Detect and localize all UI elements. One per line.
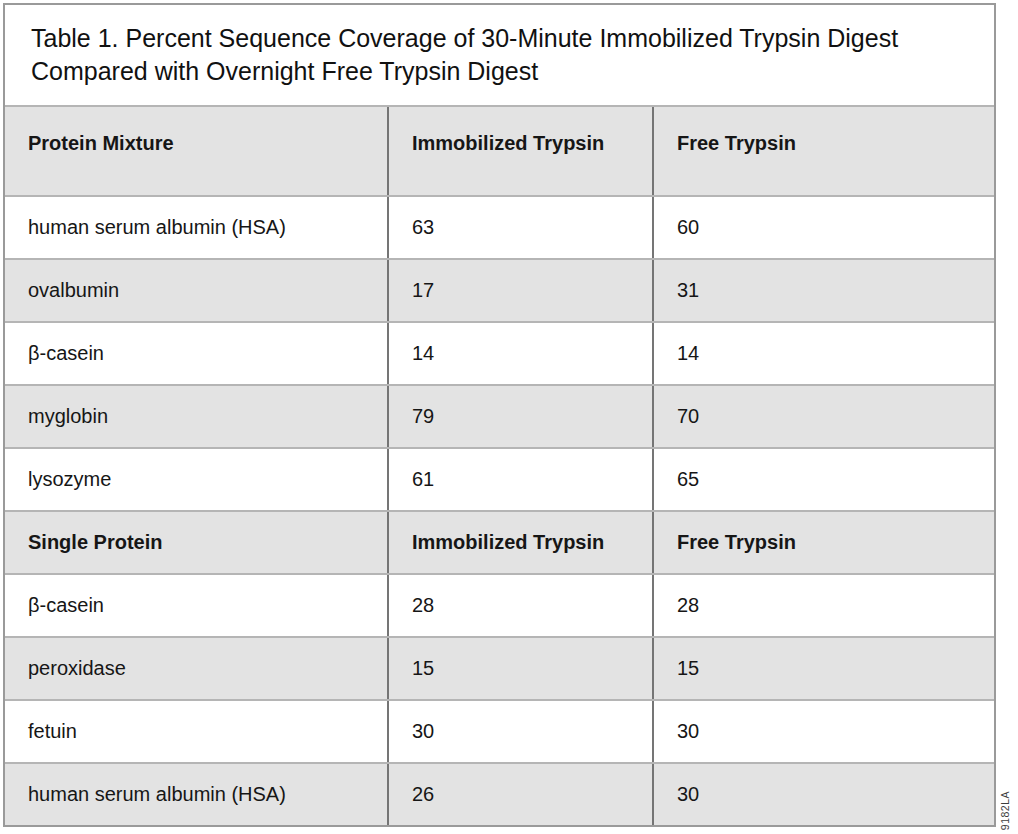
immobilized-value-cell: 63 xyxy=(387,197,652,258)
free-value-cell: 30 xyxy=(652,701,994,762)
protein-cell: β-casein xyxy=(5,575,387,636)
table-row: myglobin 79 70 xyxy=(5,384,994,447)
protein-cell: β-casein xyxy=(5,323,387,384)
free-value-cell: 15 xyxy=(652,638,994,699)
table-title: Table 1. Percent Sequence Coverage of 30… xyxy=(31,22,960,88)
table-row: lysozyme 61 65 xyxy=(5,447,994,510)
table-figure: Table 1. Percent Sequence Coverage of 30… xyxy=(3,3,996,827)
protein-cell: myglobin xyxy=(5,386,387,447)
table-title-box: Table 1. Percent Sequence Coverage of 30… xyxy=(5,5,994,107)
immobilized-value-cell: 28 xyxy=(387,575,652,636)
immobilized-value-cell: 26 xyxy=(387,764,652,825)
column-header-free-trypsin: Free Trypsin xyxy=(652,107,994,195)
protein-cell: lysozyme xyxy=(5,449,387,510)
table-row: fetuin 30 30 xyxy=(5,699,994,762)
protein-cell: peroxidase xyxy=(5,638,387,699)
protein-cell: human serum albumin (HSA) xyxy=(5,764,387,825)
column-header-immobilized-trypsin: Immobilized Trypsin xyxy=(387,107,652,195)
protein-cell: human serum albumin (HSA) xyxy=(5,197,387,258)
column-header-immobilized-trypsin: Immobilized Trypsin xyxy=(387,512,652,573)
protein-cell: ovalbumin xyxy=(5,260,387,321)
column-header-protein-mixture: Protein Mixture xyxy=(5,107,387,195)
immobilized-value-cell: 17 xyxy=(387,260,652,321)
table-row: peroxidase 15 15 xyxy=(5,636,994,699)
column-header-free-trypsin: Free Trypsin xyxy=(652,512,994,573)
free-value-cell: 60 xyxy=(652,197,994,258)
figure-part-number: 9182LA xyxy=(999,791,1011,830)
data-table: Protein Mixture Immobilized Trypsin Free… xyxy=(5,107,994,825)
free-value-cell: 28 xyxy=(652,575,994,636)
immobilized-value-cell: 61 xyxy=(387,449,652,510)
header-row-single-protein: Single Protein Immobilized Trypsin Free … xyxy=(5,510,994,573)
protein-cell: fetuin xyxy=(5,701,387,762)
table-row: β-casein 28 28 xyxy=(5,573,994,636)
immobilized-value-cell: 15 xyxy=(387,638,652,699)
table-row: ovalbumin 17 31 xyxy=(5,258,994,321)
column-header-single-protein: Single Protein xyxy=(5,512,387,573)
immobilized-value-cell: 30 xyxy=(387,701,652,762)
page: Table 1. Percent Sequence Coverage of 30… xyxy=(0,0,1018,834)
free-value-cell: 30 xyxy=(652,764,994,825)
immobilized-value-cell: 14 xyxy=(387,323,652,384)
header-row-protein-mixture: Protein Mixture Immobilized Trypsin Free… xyxy=(5,107,994,195)
free-value-cell: 31 xyxy=(652,260,994,321)
table-row: β-casein 14 14 xyxy=(5,321,994,384)
free-value-cell: 65 xyxy=(652,449,994,510)
free-value-cell: 14 xyxy=(652,323,994,384)
table-row: human serum albumin (HSA) 63 60 xyxy=(5,195,994,258)
table-row: human serum albumin (HSA) 26 30 xyxy=(5,762,994,825)
free-value-cell: 70 xyxy=(652,386,994,447)
immobilized-value-cell: 79 xyxy=(387,386,652,447)
